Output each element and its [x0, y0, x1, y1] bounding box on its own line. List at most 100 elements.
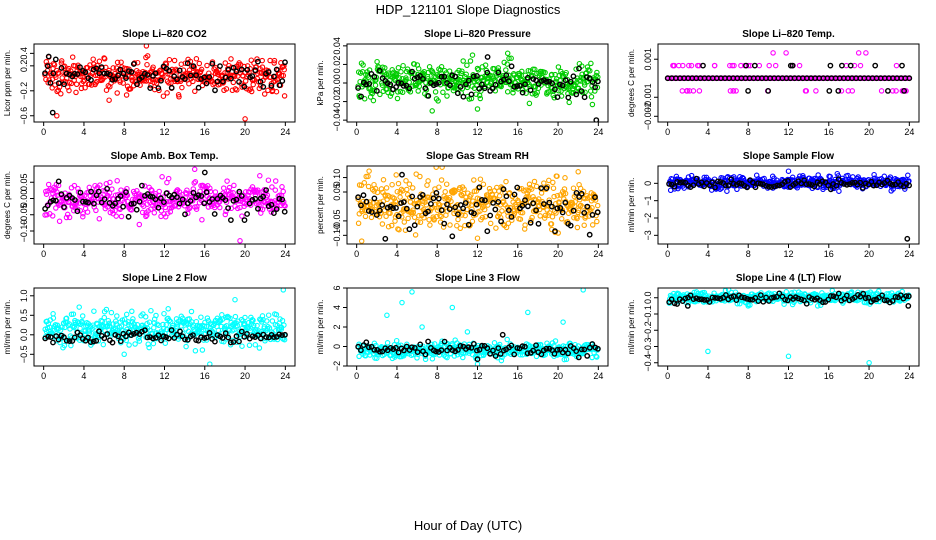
data-point [158, 208, 165, 214]
highlight-point [263, 334, 270, 340]
data-point [269, 318, 276, 324]
highlight-point [525, 203, 531, 210]
data-point [110, 65, 116, 71]
data-point [772, 62, 779, 69]
figure-title: HDP_121101 Slope Diagnostics [376, 2, 561, 17]
data-point [425, 178, 431, 184]
highlight-point [433, 348, 439, 355]
data-point [594, 354, 600, 360]
highlight-point [376, 348, 383, 355]
highlight-point [454, 211, 461, 218]
data-point [696, 88, 703, 94]
highlight-point [535, 220, 542, 227]
highlight-point [265, 69, 272, 75]
data-point [244, 73, 250, 80]
data-point [394, 95, 401, 102]
points-group [664, 50, 913, 94]
data-point [70, 311, 77, 317]
x-tick-label: 12 [783, 249, 793, 259]
x-tick-label: 0 [354, 371, 359, 381]
highlight-point [193, 72, 200, 79]
data-point [506, 190, 513, 196]
highlight-point [91, 200, 97, 207]
data-point [541, 215, 548, 221]
highlight-point [182, 76, 188, 82]
data-point [561, 356, 568, 363]
highlight-point [55, 336, 62, 343]
data-point [76, 304, 82, 310]
highlight-point [128, 69, 135, 75]
data-point [151, 320, 158, 326]
y-axis-label: degrees C per min. [3, 171, 12, 239]
highlight-point [82, 69, 89, 76]
highlight-point [776, 290, 783, 297]
highlight-point [899, 62, 905, 69]
data-point [232, 313, 239, 320]
x-tick-label: 24 [280, 371, 290, 381]
highlight-point [519, 343, 526, 350]
highlight-point [862, 180, 869, 187]
data-point [673, 173, 680, 180]
highlight-point [897, 182, 904, 189]
data-point [267, 74, 274, 80]
highlight-point [95, 188, 102, 195]
highlight-point [279, 78, 286, 84]
x-tick-label: 8 [435, 127, 440, 137]
x-tick-label: 16 [513, 371, 523, 381]
highlight-point [522, 343, 528, 350]
highlight-point [595, 345, 601, 352]
highlight-point [55, 178, 62, 185]
highlight-point [206, 74, 213, 80]
data-point [101, 56, 108, 62]
highlight-point [744, 295, 751, 302]
data-point [396, 226, 402, 233]
data-point [442, 189, 448, 195]
highlight-point [254, 205, 261, 212]
panel-title: Slope Sample Flow [743, 151, 834, 162]
highlight-point [45, 53, 52, 60]
highlight-point [93, 337, 100, 344]
data-point [385, 89, 391, 96]
highlight-point [476, 184, 483, 191]
data-point [854, 184, 860, 190]
data-point [785, 168, 792, 174]
highlight-point [473, 73, 480, 79]
highlight-point [498, 218, 504, 225]
highlight-point [190, 332, 196, 338]
data-point [50, 60, 57, 67]
data-point [254, 75, 261, 82]
data-point [224, 178, 230, 184]
x-tick-label: 20 [864, 371, 874, 381]
data-point [113, 321, 119, 327]
data-point [58, 58, 65, 64]
highlight-point [77, 332, 84, 338]
data-point [558, 216, 565, 222]
highlight-point [687, 292, 694, 299]
highlight-point [168, 84, 175, 91]
highlight-point [279, 196, 286, 203]
highlight-point [58, 191, 65, 198]
highlight-point [819, 178, 826, 185]
highlight-point [581, 94, 588, 101]
data-point [400, 62, 406, 69]
highlight-point [87, 339, 94, 345]
data-point [164, 90, 170, 96]
highlight-point [276, 331, 283, 338]
highlight-point [268, 201, 275, 208]
data-point [264, 318, 270, 324]
data-point [530, 194, 536, 200]
x-tick-label: 12 [472, 371, 482, 381]
data-point [461, 186, 467, 192]
data-point [465, 201, 472, 207]
highlight-point [841, 181, 847, 187]
panel-title: Slope Li–820 Temp. [742, 29, 835, 40]
highlight-point [90, 338, 97, 345]
data-point [360, 62, 366, 68]
highlight-point [460, 205, 466, 212]
highlight-point [249, 196, 256, 203]
y-tick-label: 0.00 [19, 190, 29, 208]
x-tick-label: 0 [41, 249, 46, 259]
highlight-point [115, 72, 122, 79]
data-point [562, 175, 568, 181]
